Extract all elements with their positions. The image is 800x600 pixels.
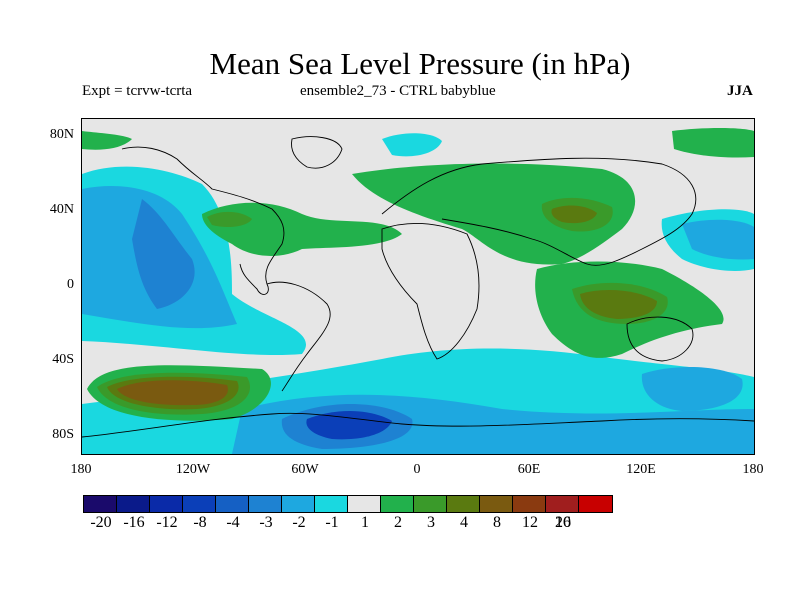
ensemble-label: ensemble2_73 - CTRL babyblue: [300, 83, 496, 99]
colorbar-swatch: [513, 496, 546, 512]
colorbar-label: 16: [555, 514, 571, 531]
colorbar-label: 12: [522, 514, 538, 531]
x-tick: 120W: [175, 462, 211, 477]
colorbar-swatch: [84, 496, 117, 512]
colorbar-label: -1: [325, 514, 339, 531]
y-tick: 0: [67, 277, 74, 292]
colorbar-swatch: [348, 496, 381, 512]
colorbar-label: 8: [493, 514, 501, 531]
anomaly-region-australia-negative: [641, 367, 743, 411]
anomaly-region-eurasia-positive-3: [551, 205, 597, 224]
y-tick: 80N: [49, 127, 74, 142]
pressure-field: [82, 128, 754, 454]
coast-eurasia: [381, 157, 697, 266]
x-tick: 180: [70, 462, 92, 477]
x-tick: 180: [742, 462, 764, 477]
colorbar-label: -4: [226, 514, 240, 531]
colorbar-label: 4: [460, 514, 468, 531]
colorbar-label: -20: [90, 514, 112, 531]
anomaly-region-north-atlantic-positive-2: [207, 211, 252, 227]
coast-antarctica: [82, 412, 754, 438]
y-tick: 40N: [49, 202, 74, 217]
anomaly-region-arctic-positive: [672, 128, 754, 158]
colorbar-label: -12: [156, 514, 178, 531]
colorbar-label: -16: [123, 514, 145, 531]
colorbar-swatch: [315, 496, 348, 512]
y-tick: 40S: [52, 352, 74, 367]
colorbar-label: -3: [259, 514, 273, 531]
anomaly-region-arctic-positive-west: [82, 131, 132, 150]
coast-north-america: [121, 146, 285, 295]
anomaly-region-nw-pacific-negative-2: [682, 219, 754, 260]
colorbar-swatch: [249, 496, 282, 512]
pressure-map: [81, 118, 755, 455]
map-title: Mean Sea Level Pressure (in hPa): [209, 46, 631, 81]
colorbar-swatch: [546, 496, 579, 512]
colorbar-swatch: [216, 496, 249, 512]
colorbar: [83, 495, 613, 513]
x-tick: 0: [413, 462, 421, 477]
x-tick: 60W: [291, 462, 319, 477]
anomaly-region-pacific-negative-3: [132, 199, 195, 309]
coastlines: [82, 136, 754, 438]
coast-greenland: [291, 136, 343, 169]
coast-south-america: [266, 281, 331, 392]
coast-australia: [626, 316, 694, 362]
anomaly-region-north-atlantic-positive: [202, 202, 402, 256]
anomaly-region-south-atlantic-negative: [422, 353, 570, 381]
colorbar-label: -8: [193, 514, 207, 531]
colorbar-swatch: [480, 496, 513, 512]
colorbar-swatch: [447, 496, 480, 512]
season-label: JJA: [727, 83, 753, 99]
experiment-label: Expt = tcrvw-tcrta: [82, 83, 193, 99]
coast-africa: [381, 223, 480, 360]
anomaly-region-antarctic-low-2: [306, 410, 392, 440]
x-tick: 120E: [626, 462, 656, 477]
colorbar-label: 20: [555, 514, 571, 531]
colorbar-swatch: [381, 496, 414, 512]
colorbar-swatch: [117, 496, 150, 512]
colorbar-label: 2: [394, 514, 402, 531]
colorbar-swatch: [183, 496, 216, 512]
x-tick: 60E: [517, 462, 541, 477]
anomaly-region-eurasia-positive: [352, 163, 636, 265]
colorbar-swatch: [579, 496, 612, 512]
colorbar-label: -2: [292, 514, 306, 531]
anomaly-region-maritime-positive-3: [580, 289, 657, 319]
anomaly-region-arctic-negative: [382, 133, 442, 157]
colorbar-swatch: [150, 496, 183, 512]
colorbar-label: 3: [427, 514, 435, 531]
colorbar-label: 1: [361, 514, 369, 531]
y-tick: 80S: [52, 427, 74, 442]
anomaly-region-se-pacific-positive-4: [117, 380, 228, 406]
colorbar-swatch: [414, 496, 447, 512]
colorbar-swatch: [282, 496, 315, 512]
